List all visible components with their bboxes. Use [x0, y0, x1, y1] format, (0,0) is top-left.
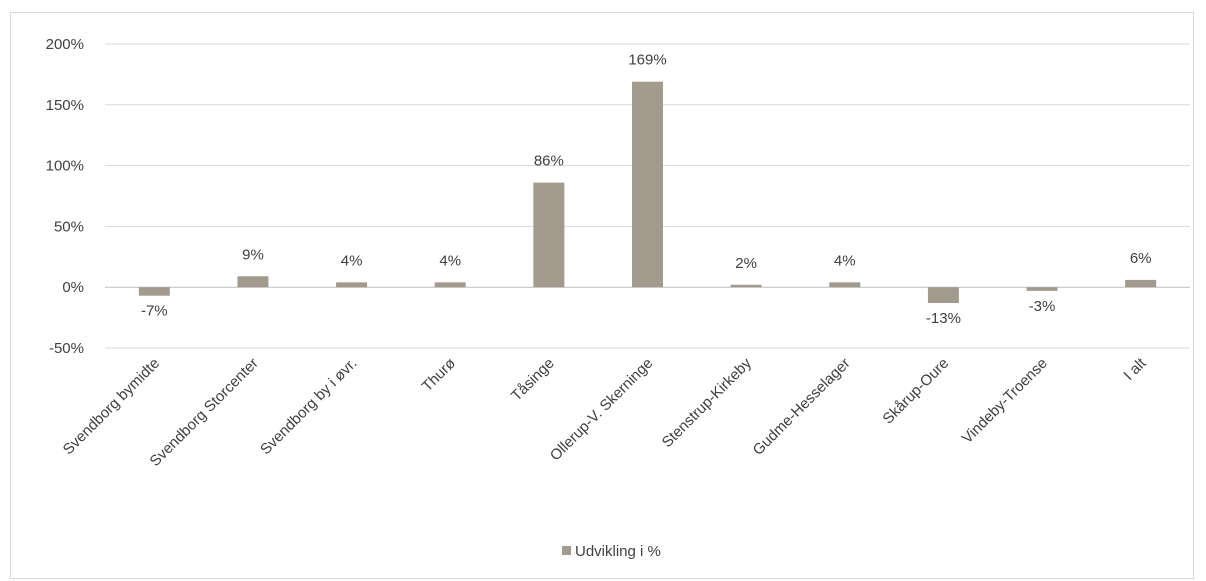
x-category-label: Ollerup-V. Skerninge	[547, 355, 657, 465]
bars	[138, 81, 1157, 304]
x-category-label: Svendborg bymidte	[60, 355, 163, 458]
bar	[1125, 279, 1157, 288]
data-label: 2%	[735, 255, 757, 272]
data-label: 4%	[439, 252, 461, 269]
bar	[434, 282, 466, 288]
y-tick-label: 200%	[46, 36, 84, 53]
data-label: 4%	[834, 252, 856, 269]
bar	[138, 287, 170, 296]
bar	[927, 287, 959, 304]
data-labels: -7% 9% 4% 4% 86% 169% 2% 4% -13% -3% 6%	[141, 52, 1152, 327]
x-category-label: Gudme-Hesselager	[750, 355, 854, 459]
y-axis: 200% 150% 100% 50% 0% -50%	[46, 36, 84, 357]
x-category-label: Vindeby-Troense	[959, 355, 1051, 447]
bar	[829, 282, 861, 288]
y-tick-label: 0%	[62, 279, 84, 296]
y-tick-label: -50%	[49, 340, 84, 357]
y-tick-label: 50%	[54, 218, 84, 235]
chart-area	[10, 12, 1194, 579]
bar	[1026, 287, 1058, 291]
legend-label: Udvikling i %	[575, 543, 661, 560]
data-label: -13%	[926, 310, 961, 327]
x-category-label: Svendborg by i øvr.	[257, 355, 360, 458]
y-tick-label: 100%	[46, 158, 84, 175]
bar	[730, 284, 762, 288]
x-category-label: Stenstrup-Kirkeby	[659, 354, 756, 451]
x-category-label: Svendborg Storcenter	[147, 355, 262, 470]
data-label: 169%	[628, 52, 666, 69]
x-category-label: Tåsinge	[508, 355, 558, 405]
data-label: 4%	[341, 252, 363, 269]
bar	[237, 276, 269, 288]
x-category-label: I alt	[1120, 354, 1150, 384]
data-label: 6%	[1130, 250, 1152, 267]
x-category-label: Thurø	[419, 355, 459, 395]
y-tick-label: 150%	[46, 97, 84, 114]
data-label: 86%	[534, 153, 564, 170]
bar	[632, 81, 663, 288]
legend: Udvikling i %	[562, 543, 661, 560]
bar	[533, 182, 565, 288]
bar	[336, 282, 368, 288]
x-category-label: Skårup-Oure	[879, 355, 952, 428]
data-label: -3%	[1029, 298, 1056, 315]
data-label: -7%	[141, 303, 168, 320]
legend-swatch	[562, 546, 571, 555]
data-label: 9%	[242, 246, 264, 263]
